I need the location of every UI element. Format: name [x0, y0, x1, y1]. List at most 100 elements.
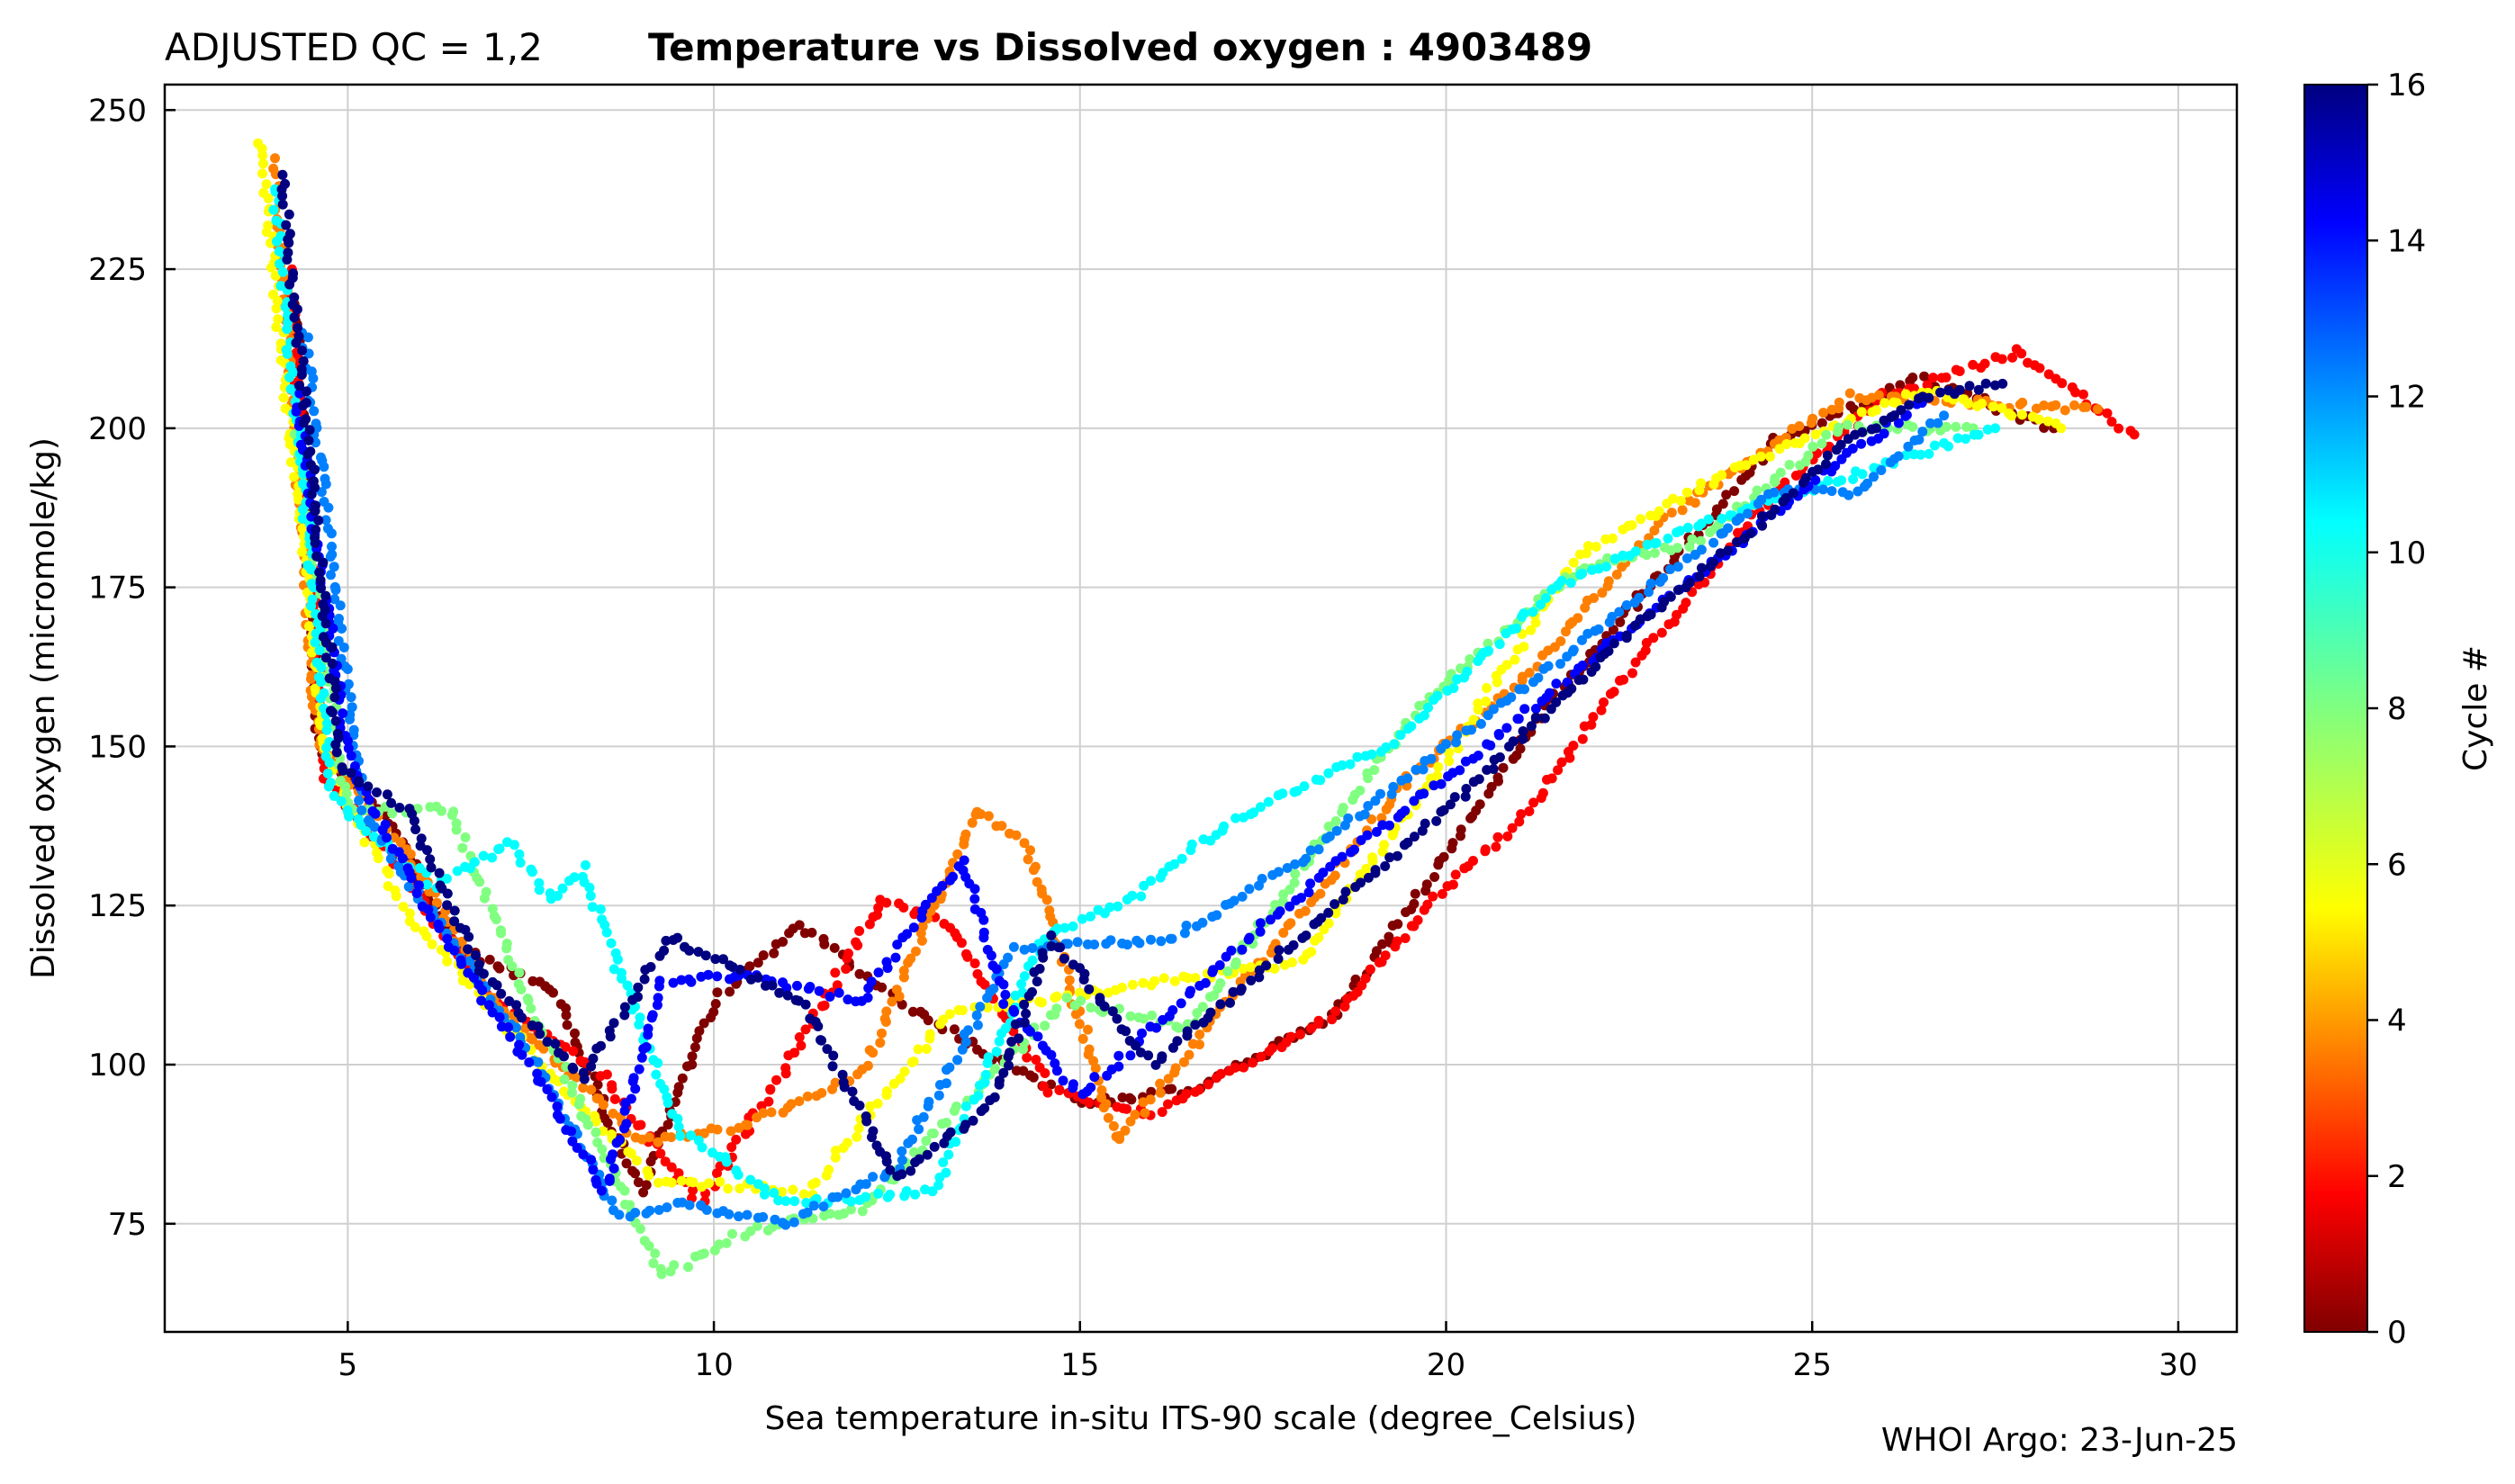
data-point — [1968, 359, 1979, 370]
data-point — [503, 1022, 514, 1032]
data-point — [1681, 553, 1692, 563]
data-point — [1735, 513, 1745, 524]
data-point — [1327, 1014, 1338, 1025]
data-point — [1951, 421, 1961, 432]
data-point — [1577, 568, 1588, 579]
data-point — [582, 1120, 593, 1130]
data-point — [780, 1196, 791, 1207]
data-point — [383, 881, 393, 892]
data-point — [1370, 796, 1381, 806]
data-point — [978, 914, 989, 925]
data-point — [1072, 937, 1083, 948]
data-point — [644, 1170, 654, 1181]
data-point — [2051, 400, 2061, 410]
data-point — [1528, 607, 1538, 617]
data-point — [1019, 838, 1030, 849]
data-point — [1665, 564, 1675, 574]
data-point — [542, 1084, 553, 1094]
x-tick-label: 25 — [1793, 1347, 1832, 1383]
data-point — [324, 758, 335, 768]
data-point — [1032, 1031, 1043, 1042]
data-point — [1530, 617, 1541, 628]
data-point — [833, 1192, 843, 1202]
data-point — [1215, 999, 1226, 1010]
data-point — [1360, 973, 1371, 984]
data-point — [699, 1018, 709, 1029]
data-point — [1313, 932, 1324, 943]
data-point — [843, 994, 853, 1005]
data-point — [967, 817, 978, 828]
data-point — [862, 1060, 873, 1071]
data-point — [293, 494, 303, 505]
data-point — [1917, 427, 1928, 437]
data-point — [733, 1170, 744, 1180]
data-point — [1696, 518, 1707, 529]
data-point — [2017, 397, 2028, 408]
data-point — [1794, 421, 1805, 431]
data-point — [786, 1099, 797, 1110]
data-point — [1757, 520, 1768, 531]
data-point — [1857, 427, 1868, 437]
data-point — [1306, 947, 1317, 958]
data-point — [704, 1178, 715, 1189]
data-point — [330, 739, 341, 750]
data-point — [612, 954, 623, 965]
data-point — [584, 882, 595, 893]
data-point — [1672, 609, 1682, 620]
data-point — [581, 859, 590, 870]
data-point — [688, 1177, 699, 1188]
data-point — [1922, 380, 1933, 391]
data-point — [597, 1144, 608, 1155]
data-point — [347, 702, 357, 713]
data-point — [1473, 698, 1483, 709]
data-point — [302, 332, 313, 343]
data-point — [726, 1126, 736, 1137]
data-point — [1194, 1084, 1204, 1095]
data-point — [305, 564, 316, 575]
data-point — [2102, 408, 2113, 418]
data-point — [1301, 931, 1312, 940]
data-point — [1933, 418, 1943, 428]
data-point — [1649, 526, 1660, 535]
data-point — [1431, 815, 1442, 826]
data-point — [1654, 506, 1664, 517]
data-point — [1799, 433, 1810, 444]
data-point — [1556, 757, 1567, 768]
data-point — [596, 1185, 607, 1196]
data-point — [2039, 400, 2050, 410]
data-point — [1339, 1002, 1350, 1012]
data-point — [471, 950, 481, 960]
data-point — [1834, 397, 1844, 408]
data-point — [944, 1062, 955, 1073]
data-point — [983, 811, 994, 822]
data-point — [854, 1101, 865, 1111]
data-point — [643, 1023, 654, 1034]
data-point — [1519, 642, 1529, 652]
data-point — [1041, 895, 1052, 905]
data-point — [359, 837, 370, 848]
data-point — [813, 1021, 824, 1031]
data-point — [284, 238, 294, 248]
colorbar-tick-label: 6 — [2387, 847, 2407, 883]
data-point — [767, 980, 778, 991]
data-point — [1990, 380, 2000, 391]
data-point — [1770, 504, 1780, 515]
data-point — [1037, 997, 1047, 1008]
data-point — [277, 169, 288, 180]
data-point — [758, 1108, 769, 1119]
data-point — [929, 1141, 940, 1152]
data-point — [1200, 977, 1211, 988]
data-point — [979, 979, 990, 990]
data-point — [1084, 984, 1095, 994]
data-point — [1157, 1107, 1167, 1118]
data-point — [1010, 1019, 1021, 1030]
data-point — [1042, 1087, 1053, 1098]
data-point — [644, 1241, 654, 1251]
data-point — [1462, 666, 1473, 677]
data-point — [292, 304, 302, 315]
colorbar-tick-label: 14 — [2387, 223, 2426, 259]
data-point — [578, 1067, 589, 1078]
data-point — [1634, 592, 1645, 603]
data-point — [1856, 407, 1867, 418]
data-point — [1105, 935, 1116, 946]
